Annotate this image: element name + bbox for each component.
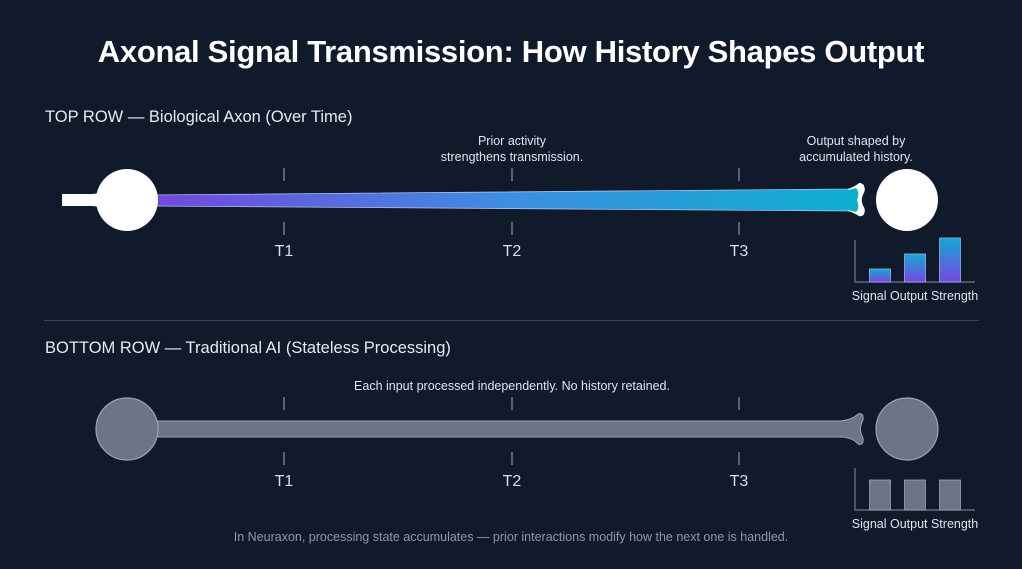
top-output-neuron-icon	[876, 169, 938, 231]
bottom-bar-t2	[904, 479, 926, 511]
bottom-output-neuron-icon	[875, 397, 939, 461]
top-annotation-mid-line2: strengthens transmission.	[440, 150, 584, 164]
bottom-axon	[95, 397, 939, 461]
bottom-soma-icon	[95, 397, 159, 461]
top-annotation-mid-line1: Prior activity	[477, 134, 547, 148]
top-tick-t2: T2	[502, 243, 522, 260]
top-dendrite-icon	[62, 188, 104, 212]
top-tick-t3: T3	[729, 243, 749, 260]
top-annotation-end: Output shaped by accumulated history.	[756, 133, 956, 165]
bottom-tick-t1: T1	[274, 473, 294, 490]
bottom-tick-t2: T2	[502, 473, 522, 490]
bottom-bar-t1	[869, 479, 891, 511]
top-row-label: TOP ROW — Biological Axon (Over Time)	[45, 108, 353, 126]
row-divider	[44, 320, 979, 321]
bottom-row-label: BOTTOM ROW — Traditional AI (Stateless P…	[45, 339, 451, 357]
top-annotation-mid: Prior activity strengthens transmission.	[412, 133, 612, 165]
top-annotation-end-line1: Output shaped by	[806, 134, 906, 148]
bottom-axon-shaft	[149, 413, 864, 445]
bottom-output-chart	[854, 468, 975, 511]
footer-caption: In Neuraxon, processing state accumulate…	[233, 530, 789, 544]
bottom-bar-t3	[939, 479, 961, 511]
top-soma-icon	[96, 169, 158, 231]
top-annotation-end-line2: accumulated history.	[799, 150, 913, 164]
page-title: Axonal Signal Transmission: How History …	[97, 34, 925, 69]
top-tick-t1: T1	[274, 243, 294, 260]
bottom-annotation-mid: Each input processed independently. No h…	[354, 379, 670, 393]
top-chart-label: Signal Output Strength	[851, 289, 979, 303]
top-ticks	[283, 168, 740, 235]
top-axon-shaft	[149, 183, 865, 217]
bottom-ticks	[283, 397, 740, 465]
top-bar-t2	[904, 253, 926, 283]
top-bar-t3	[939, 237, 961, 283]
top-bar-t1	[869, 268, 891, 283]
top-axon	[62, 169, 938, 231]
top-output-chart	[854, 237, 975, 283]
bottom-chart-label: Signal Output Strength	[851, 517, 979, 531]
bottom-tick-t3: T3	[729, 473, 749, 490]
